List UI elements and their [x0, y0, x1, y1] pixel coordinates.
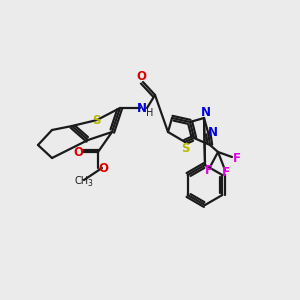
Text: O: O [73, 146, 83, 158]
Text: H: H [146, 108, 154, 118]
Text: CH: CH [75, 176, 89, 186]
Text: N: N [137, 101, 147, 115]
Text: F: F [205, 164, 213, 176]
Text: N: N [208, 125, 218, 139]
Text: O: O [136, 70, 146, 83]
Text: F: F [222, 167, 230, 179]
Text: S: S [181, 142, 189, 155]
Text: N: N [201, 106, 211, 119]
Text: 3: 3 [88, 179, 92, 188]
Text: F: F [233, 152, 241, 164]
Text: S: S [92, 113, 100, 127]
Text: O: O [98, 161, 108, 175]
